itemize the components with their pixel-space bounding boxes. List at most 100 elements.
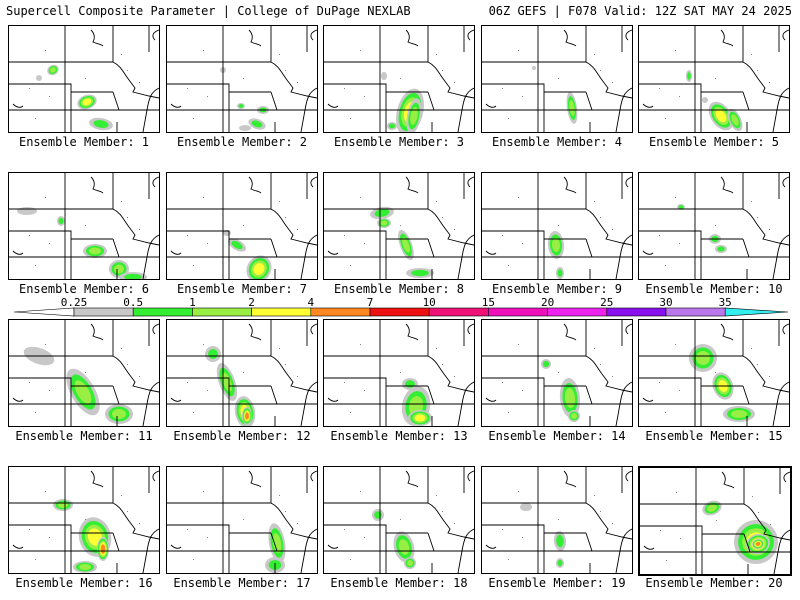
state-map bbox=[638, 25, 790, 133]
state-map bbox=[8, 466, 160, 574]
scp-contour-area bbox=[377, 218, 391, 228]
ensemble-member-panel: Ensemble Member: 2 bbox=[166, 25, 318, 149]
ensemble-member-panel: Ensemble Member: 14 bbox=[481, 319, 633, 443]
scp-contour-area bbox=[406, 98, 422, 132]
colorbar-tick-label: 0.25 bbox=[61, 298, 88, 309]
ensemble-member-label: Ensemble Member: 12 bbox=[173, 429, 311, 443]
ensemble-member-panel: Ensemble Member: 10 bbox=[638, 172, 790, 296]
state-map bbox=[8, 319, 160, 427]
scp-contour-area bbox=[239, 125, 251, 131]
scp-contour-area bbox=[78, 517, 112, 557]
scp-contour-area bbox=[702, 500, 722, 516]
colorbar-segment bbox=[369, 307, 430, 317]
colorbar-tick-label: 10 bbox=[423, 298, 436, 309]
ensemble-member-label: Ensemble Member: 8 bbox=[333, 282, 465, 296]
ensemble-member-label: Ensemble Member: 11 bbox=[15, 429, 153, 443]
ensemble-member-panel: Ensemble Member: 17 bbox=[166, 466, 318, 590]
ensemble-member-panel: Ensemble Member: 5 bbox=[638, 25, 790, 149]
colorbar-tick-label: 25 bbox=[600, 298, 613, 309]
state-map bbox=[323, 466, 475, 574]
colorbar-tick-label: 20 bbox=[541, 298, 554, 309]
scp-contour-area bbox=[702, 97, 708, 103]
state-map bbox=[323, 319, 475, 427]
state-map bbox=[638, 172, 790, 280]
ensemble-member-panel: Ensemble Member: 13 bbox=[323, 319, 475, 443]
forecast-valid-time: 06Z GEFS | F078 Valid: 12Z SAT MAY 24 20… bbox=[488, 4, 792, 18]
state-map bbox=[166, 319, 318, 427]
scp-contour-area bbox=[541, 359, 551, 369]
scp-contour-area bbox=[237, 103, 245, 109]
ensemble-member-panel: Ensemble Member: 9 bbox=[481, 172, 633, 296]
ensemble-member-label: Ensemble Member: 7 bbox=[176, 282, 308, 296]
scp-contour-area bbox=[553, 531, 567, 551]
colorbar-segment bbox=[488, 307, 548, 317]
state-map bbox=[481, 25, 633, 133]
scp-contour-area bbox=[547, 231, 565, 259]
colorbar-segment bbox=[132, 307, 193, 317]
scp-contour-area bbox=[381, 72, 387, 80]
ensemble-member-panel: Ensemble Member: 18 bbox=[323, 466, 475, 590]
colorbar-left-arrow bbox=[14, 307, 75, 317]
colorbar-right-arrow bbox=[724, 307, 788, 317]
state-map bbox=[166, 25, 318, 133]
ensemble-member-label: Ensemble Member: 18 bbox=[330, 576, 468, 590]
ensemble-member-label: Ensemble Member: 14 bbox=[488, 429, 626, 443]
scp-contour-area bbox=[47, 64, 59, 76]
scp-contour-area bbox=[66, 368, 100, 416]
state-map bbox=[323, 25, 475, 133]
state-map bbox=[481, 172, 633, 280]
colorbar-tick-label: 2 bbox=[248, 298, 255, 309]
scp-contour-area bbox=[89, 117, 113, 131]
ensemble-member-label: Ensemble Member: 3 bbox=[333, 135, 465, 149]
state-map bbox=[8, 172, 160, 280]
ensemble-member-label: Ensemble Member: 20 bbox=[645, 576, 783, 590]
scp-contour-area bbox=[677, 204, 685, 210]
colorbar-segment bbox=[192, 307, 252, 317]
scp-contour-area bbox=[83, 244, 107, 258]
scp-contour-area bbox=[727, 108, 743, 132]
scp-contour-area bbox=[752, 538, 764, 550]
ensemble-member-label: Ensemble Member: 4 bbox=[491, 135, 623, 149]
state-map bbox=[323, 172, 475, 280]
ensemble-member-panel: Ensemble Member: 7 bbox=[166, 172, 318, 296]
colorbar-tick-label: 30 bbox=[659, 298, 672, 309]
state-map bbox=[481, 466, 633, 574]
state-map bbox=[166, 172, 318, 280]
ensemble-member-panel: Ensemble Member: 19 bbox=[481, 466, 633, 590]
colorbar-segment bbox=[606, 307, 667, 317]
state-map bbox=[8, 25, 160, 133]
scp-contour-area bbox=[556, 558, 564, 568]
ensemble-member-label: Ensemble Member: 10 bbox=[645, 282, 783, 296]
scp-contour-area bbox=[97, 537, 109, 561]
ensemble-member-label: Ensemble Member: 6 bbox=[18, 282, 150, 296]
scp-contour-area bbox=[404, 557, 416, 569]
ensemble-member-panel: Ensemble Member: 3 bbox=[323, 25, 475, 149]
scp-contour-area bbox=[559, 378, 581, 418]
scp-contour-area bbox=[723, 406, 755, 422]
colorbar-tick-label: 35 bbox=[719, 298, 732, 309]
scp-contour-area bbox=[73, 561, 97, 573]
state-map bbox=[638, 319, 790, 427]
ensemble-member-label: Ensemble Member: 5 bbox=[648, 135, 780, 149]
colorbar-legend: 0.25 0.5 1 2 4 7 10 15 20 25 30 35 bbox=[14, 298, 788, 317]
ensemble-member-panel: Ensemble Member: 1 bbox=[8, 25, 160, 149]
colorbar-tick-label: 1 bbox=[189, 298, 196, 309]
scp-contour-area bbox=[532, 66, 536, 70]
ensemble-member-panel: Ensemble Member: 6 bbox=[8, 172, 160, 296]
scp-contour-area bbox=[370, 206, 394, 220]
scp-contour-area bbox=[372, 509, 384, 521]
scp-contour-area bbox=[227, 238, 247, 252]
scp-contour-area bbox=[205, 346, 221, 362]
ensemble-member-label: Ensemble Member: 16 bbox=[15, 576, 153, 590]
scp-contour-area bbox=[248, 118, 266, 130]
ensemble-member-panel: Ensemble Member: 20 bbox=[638, 466, 792, 590]
ensemble-member-label: Ensemble Member: 2 bbox=[176, 135, 308, 149]
scp-contour-area bbox=[53, 499, 73, 511]
scp-contour-area bbox=[216, 363, 238, 401]
scp-contour-area bbox=[57, 216, 65, 226]
scp-contour-area bbox=[77, 94, 97, 110]
state-map bbox=[481, 319, 633, 427]
colorbar-tick-label: 0.5 bbox=[123, 298, 143, 309]
map-title: Supercell Composite Parameter | College … bbox=[6, 4, 411, 18]
ensemble-member-panel: Ensemble Member: 8 bbox=[323, 172, 475, 296]
